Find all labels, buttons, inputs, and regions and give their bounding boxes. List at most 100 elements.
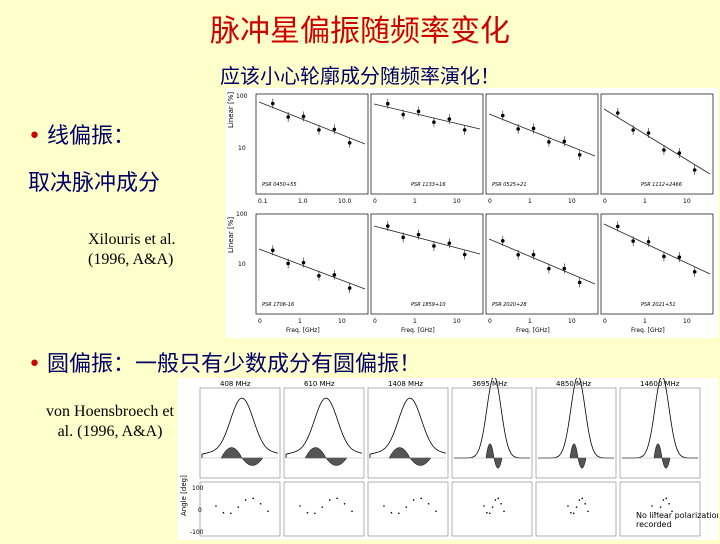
- angle-point: [579, 499, 581, 501]
- fit-line: [604, 109, 710, 174]
- fit-line: [489, 114, 595, 156]
- x-tick-label: 10: [568, 318, 576, 325]
- angle-point: [413, 499, 415, 501]
- frequency-profile: 408 MHz: [200, 380, 280, 536]
- angle-point: [570, 512, 572, 514]
- x-tick-label: 10: [683, 318, 691, 325]
- angle-point: [329, 499, 331, 501]
- reference-line: von Hoensbroech et: [30, 402, 190, 422]
- polarization-panel: PSR 1112+2466 0 1 10: [601, 94, 713, 205]
- angle-point: [576, 506, 578, 508]
- total-intensity-curve: [286, 398, 362, 458]
- profile-frame: [452, 388, 532, 478]
- x-tick-label: 0.1: [258, 198, 268, 205]
- angle-point: [581, 498, 583, 500]
- total-intensity-curve: [538, 378, 614, 458]
- angle-point: [486, 512, 488, 514]
- no-linear-note-line1: No linear polarization: [636, 511, 718, 520]
- x-tick-label: 1: [413, 318, 417, 325]
- x-tick-label: 1: [528, 198, 532, 205]
- multifrequency-profiles: 408 MHz 610 MHz 1408 MHz 3695 MHz 4850 MHz 14…: [178, 378, 718, 540]
- profile-frame: [368, 388, 448, 478]
- panel-frame: [256, 214, 368, 314]
- profile-frame: [536, 388, 616, 478]
- x-tick-label: 10: [568, 198, 576, 205]
- data-point: [432, 244, 436, 248]
- data-point: [532, 253, 536, 257]
- data-point: [386, 224, 390, 228]
- angle-frame: [200, 482, 280, 536]
- frequency-label: 1408 MHz: [388, 380, 423, 388]
- data-point: [693, 270, 697, 274]
- angle-point: [299, 505, 301, 507]
- fit-line: [259, 102, 365, 144]
- data-point: [516, 253, 520, 257]
- y-tick-100-top: 100: [236, 93, 248, 100]
- x-tick-label: 0: [603, 198, 607, 205]
- y-tick-10-top: 10: [238, 145, 246, 152]
- pulsar-label: PSR 1859+10: [411, 302, 446, 308]
- angle-point: [383, 505, 385, 507]
- panel-frame: [371, 94, 483, 194]
- data-point: [302, 261, 306, 265]
- angle-point: [497, 498, 499, 500]
- data-point: [317, 128, 321, 132]
- x-tick-label: 1.0: [298, 198, 308, 205]
- x-tick-label: 10.0: [338, 198, 352, 205]
- angle-point: [398, 512, 400, 514]
- pulsar-label: PSR 0450+55: [262, 182, 297, 188]
- angle-point: [215, 505, 217, 507]
- polarization-panel: PSR 0450+55 0.1 1.0 10.0: [256, 94, 368, 205]
- x-tick-label: 1: [528, 318, 532, 325]
- circular-polarization-fill: [389, 448, 431, 466]
- x-tick-label: 1: [643, 318, 647, 325]
- angle-point: [237, 506, 239, 508]
- data-point: [678, 255, 682, 259]
- angle-point: [567, 505, 569, 507]
- x-axis-label: Freq. [GHz]: [401, 327, 435, 334]
- x-tick-label: 0: [488, 318, 492, 325]
- frequency-profile: 3695 MHz: [452, 378, 532, 536]
- data-point: [317, 274, 321, 278]
- angle-point: [668, 503, 670, 505]
- angle-point: [344, 503, 346, 505]
- angle-frame: [284, 482, 364, 536]
- slide-title: 脉冲星偏振随频率变化: [0, 6, 720, 50]
- no-linear-note-line2: recorded: [636, 520, 672, 529]
- angle-point: [660, 506, 662, 508]
- frequency-label: 4850 MHz: [556, 380, 591, 388]
- data-point: [401, 236, 405, 240]
- frequency-profile: 4850 MHz: [536, 378, 616, 536]
- angle-point: [336, 498, 338, 500]
- profile-frame: [200, 388, 280, 478]
- total-intensity-curve: [202, 398, 278, 458]
- data-point: [448, 241, 452, 245]
- data-point: [401, 113, 405, 117]
- y-tick-100-bottom: 100: [236, 211, 248, 218]
- angle-point: [500, 503, 502, 505]
- reference-line: al. (1996, A&A): [30, 422, 190, 442]
- frequency-label: 610 MHz: [304, 380, 335, 388]
- angle-point: [314, 512, 316, 514]
- data-point: [563, 140, 567, 144]
- x-tick-label: 0: [488, 198, 492, 205]
- angle-point: [503, 510, 505, 512]
- angle-frame: [536, 482, 616, 536]
- pulsar-label: PSR 0525+21: [492, 182, 527, 188]
- x-tick-label: 0: [603, 318, 607, 325]
- polarization-panel: PSR 1706-16 0 1 10 Freq. [GHz]: [256, 214, 368, 334]
- x-axis-label: Freq. [GHz]: [631, 327, 665, 334]
- x-tick-label: 10: [683, 198, 691, 205]
- slide-subtitle: 应该小心轮廓成分随频率演化！: [0, 60, 720, 89]
- pulsar-label: PSR 2021+51: [641, 302, 676, 308]
- data-point: [348, 286, 352, 290]
- angle-point: [405, 506, 407, 508]
- angle-point: [495, 499, 497, 501]
- x-tick-label: 0: [373, 198, 377, 205]
- angle-point: [307, 512, 309, 514]
- angle-point: [351, 510, 353, 512]
- angle-point: [391, 512, 393, 514]
- angle-point: [489, 512, 491, 514]
- data-point: [271, 102, 275, 106]
- reference-line: (1996, A&A): [88, 250, 176, 270]
